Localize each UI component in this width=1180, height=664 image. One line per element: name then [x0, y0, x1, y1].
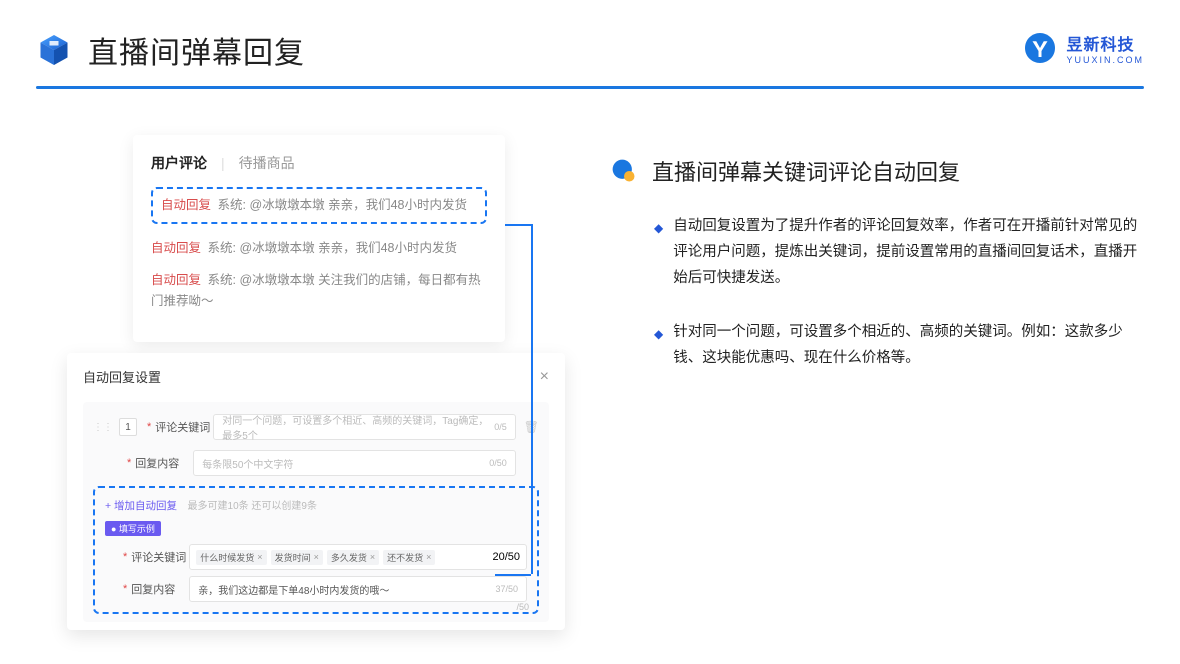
- tag: 多久发货×: [327, 550, 379, 565]
- required-marker: *: [123, 551, 127, 563]
- ext-count: /50: [516, 602, 529, 612]
- tag-remove-icon[interactable]: ×: [370, 552, 375, 562]
- example-badge: ● 填写示例: [105, 521, 161, 536]
- connector-line: [531, 224, 533, 574]
- tag: 什么时候发货×: [196, 550, 266, 565]
- drag-handle-icon[interactable]: ⋮⋮: [93, 422, 113, 433]
- tab-separator: |: [221, 155, 225, 171]
- settings-title: 自动回复设置: [83, 367, 161, 386]
- ex-kw-count: 20/50: [492, 551, 520, 563]
- page-title: 直播间弹幕回复: [88, 28, 305, 72]
- tabs: 用户评论 | 待播商品: [151, 153, 487, 173]
- para-text: 自动回复设置为了提升作者的评论回复效率，作者可在开播前针对常见的评论用户问题，提…: [673, 213, 1140, 291]
- required-marker: *: [123, 583, 127, 595]
- ex-content-input[interactable]: 亲，我们这边都是下单48小时内发货的哦～ 37/50: [189, 576, 527, 602]
- section-title: 直播间弹幕关键词评论自动回复: [652, 155, 960, 187]
- auto-reply-badge: 自动回复: [161, 198, 211, 212]
- tag-remove-icon[interactable]: ×: [314, 552, 319, 562]
- auto-reply-settings-card: 自动回复设置 × ⋮⋮ 1 * 评论关键词 对同一个问题，可设置多个相近、高频的…: [67, 353, 565, 630]
- content-placeholder: 每条限50个中文字符: [202, 456, 489, 471]
- connector-line: [495, 574, 531, 576]
- tab-pending-goods[interactable]: 待播商品: [239, 153, 295, 173]
- brand-name: 昱新科技: [1066, 31, 1144, 55]
- tab-user-comments[interactable]: 用户评论: [151, 153, 207, 173]
- example-zone: + 增加自动回复 最多可建10条 还可以创建9条 ● 填写示例 * 评论关键词 …: [93, 486, 539, 614]
- close-icon[interactable]: ×: [540, 368, 549, 386]
- brand: 昱新科技 YUUXIN.COM: [1022, 30, 1144, 66]
- para-text: 针对同一个问题，可设置多个相近的、高频的关键词。例如：这款多少钱、这块能优惠吗、…: [673, 319, 1140, 371]
- tag: 还不发货×: [383, 550, 435, 565]
- tag-remove-icon[interactable]: ×: [426, 552, 431, 562]
- content-count: 0/50: [489, 458, 507, 468]
- auto-reply-badge: 自动回复: [151, 241, 201, 255]
- ex-keyword-tags[interactable]: 什么时候发货× 发货时间× 多久发货× 还不发货× 20/50: [189, 544, 527, 570]
- keyword-input[interactable]: 对同一个问题，可设置多个相近、高频的关键词，Tag确定，最多5个 0/5: [213, 414, 515, 440]
- comments-card: 用户评论 | 待播商品 自动回复 系统: @冰墩墩本墩 亲亲，我们48小时内发货…: [133, 135, 505, 342]
- paragraph: ◆ 自动回复设置为了提升作者的评论回复效率，作者可在开播前针对常见的评论用户问题…: [610, 213, 1140, 291]
- comment-item: 自动回复 系统: @冰墩墩本墩 关注我们的店铺，每日都有热门推荐呦～: [151, 270, 487, 313]
- required-marker: *: [147, 421, 151, 433]
- brand-url: YUUXIN.COM: [1066, 55, 1144, 65]
- add-reply-link[interactable]: + 增加自动回复: [105, 498, 177, 513]
- required-marker: *: [127, 457, 131, 469]
- ex-content-count: 37/50: [495, 584, 518, 594]
- rule-number: 1: [119, 418, 137, 436]
- highlighted-comment: 自动回复 系统: @冰墩墩本墩 亲亲，我们48小时内发货: [151, 187, 487, 224]
- ex-label-keyword: 评论关键词: [131, 549, 189, 565]
- diamond-bullet-icon: ◆: [654, 324, 663, 371]
- label-content: 回复内容: [135, 455, 193, 471]
- paragraph: ◆ 针对同一个问题，可设置多个相近的、高频的关键词。例如：这款多少钱、这块能优惠…: [610, 319, 1140, 371]
- keyword-count: 0/5: [494, 422, 507, 432]
- bubble-icon: [610, 157, 638, 185]
- content-input[interactable]: 每条限50个中文字符 0/50: [193, 450, 515, 476]
- slide-header: 直播间弹幕回复: [0, 0, 1180, 86]
- form-panel: ⋮⋮ 1 * 评论关键词 对同一个问题，可设置多个相近、高频的关键词，Tag确定…: [83, 402, 549, 622]
- comment-item: 自动回复 系统: @冰墩墩本墩 亲亲，我们48小时内发货: [151, 238, 487, 259]
- cube-icon: [36, 32, 72, 68]
- auto-reply-badge: 自动回复: [151, 273, 201, 287]
- brand-logo-icon: [1022, 30, 1058, 66]
- ex-label-content: 回复内容: [131, 581, 189, 597]
- comment-body: 系统: @冰墩墩本墩 亲亲，我们48小时内发货: [208, 241, 458, 255]
- tag: 发货时间×: [271, 550, 323, 565]
- ex-content-text: 亲，我们这边都是下单48小时内发货的哦～: [198, 582, 495, 597]
- connector-line: [505, 224, 531, 226]
- add-reply-hint: 最多可建10条 还可以创建9条: [188, 501, 317, 512]
- label-keyword: 评论关键词: [155, 419, 213, 435]
- tag-remove-icon[interactable]: ×: [257, 552, 262, 562]
- comment-body: 系统: @冰墩墩本墩 亲亲，我们48小时内发货: [218, 198, 468, 212]
- diamond-bullet-icon: ◆: [654, 218, 663, 291]
- keyword-placeholder: 对同一个问题，可设置多个相近、高频的关键词，Tag确定，最多5个: [222, 412, 494, 442]
- right-pane: 直播间弹幕关键词评论自动回复 ◆ 自动回复设置为了提升作者的评论回复效率，作者可…: [610, 155, 1140, 399]
